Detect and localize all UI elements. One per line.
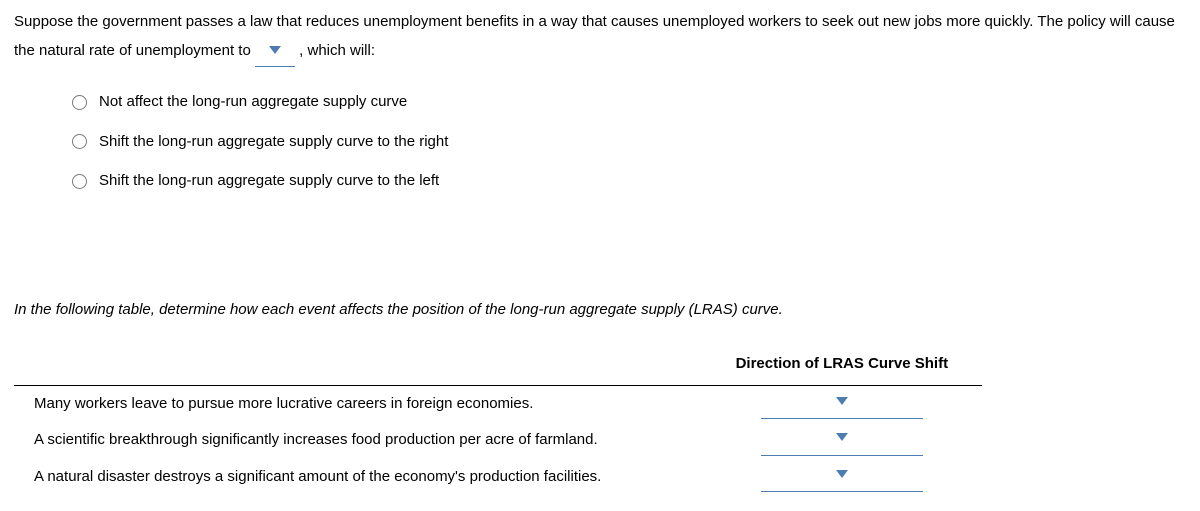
table-event-cell: Many workers leave to pursue more lucrat… xyxy=(14,385,702,422)
caret-down-icon xyxy=(269,46,281,54)
q1-stem-part1: Suppose the government passes a law that… xyxy=(14,13,1175,59)
table-row: Many workers leave to pursue more lucrat… xyxy=(14,385,982,422)
caret-down-icon xyxy=(836,433,848,441)
shift-dropdown[interactable] xyxy=(761,462,923,493)
table-row: A natural disaster destroys a significan… xyxy=(14,459,982,496)
q1-option-label: Not affect the long-run aggregate supply… xyxy=(99,88,407,117)
lras-table: Direction of LRAS Curve Shift Many worke… xyxy=(14,346,982,495)
q1-stem-part2: , which will: xyxy=(299,42,375,59)
radio-icon[interactable] xyxy=(72,95,87,110)
q1-dropdown[interactable] xyxy=(255,38,295,68)
caret-down-icon xyxy=(836,470,848,478)
q1-options: Not affect the long-run aggregate supply… xyxy=(14,88,1186,196)
q2-instruction: In the following table, determine how ea… xyxy=(14,296,1186,325)
q1-option-row[interactable]: Shift the long-run aggregate supply curv… xyxy=(72,128,1186,157)
q1-option-row[interactable]: Shift the long-run aggregate supply curv… xyxy=(72,167,1186,196)
table-row: A scientific breakthrough significantly … xyxy=(14,422,982,459)
table-event-cell: A natural disaster destroys a significan… xyxy=(14,459,702,496)
shift-dropdown[interactable] xyxy=(761,389,923,420)
shift-dropdown[interactable] xyxy=(761,425,923,456)
caret-down-icon xyxy=(836,397,848,405)
radio-icon[interactable] xyxy=(72,134,87,149)
page-root: Suppose the government passes a law that… xyxy=(0,0,1200,495)
radio-icon[interactable] xyxy=(72,174,87,189)
table-event-cell: A scientific breakthrough significantly … xyxy=(14,422,702,459)
table-header-right: Direction of LRAS Curve Shift xyxy=(702,346,982,385)
q1-option-row[interactable]: Not affect the long-run aggregate supply… xyxy=(72,88,1186,117)
q1-option-label: Shift the long-run aggregate supply curv… xyxy=(99,128,448,157)
q1-option-label: Shift the long-run aggregate supply curv… xyxy=(99,167,439,196)
table-header-blank xyxy=(14,346,702,385)
q1-stem: Suppose the government passes a law that… xyxy=(14,8,1186,66)
